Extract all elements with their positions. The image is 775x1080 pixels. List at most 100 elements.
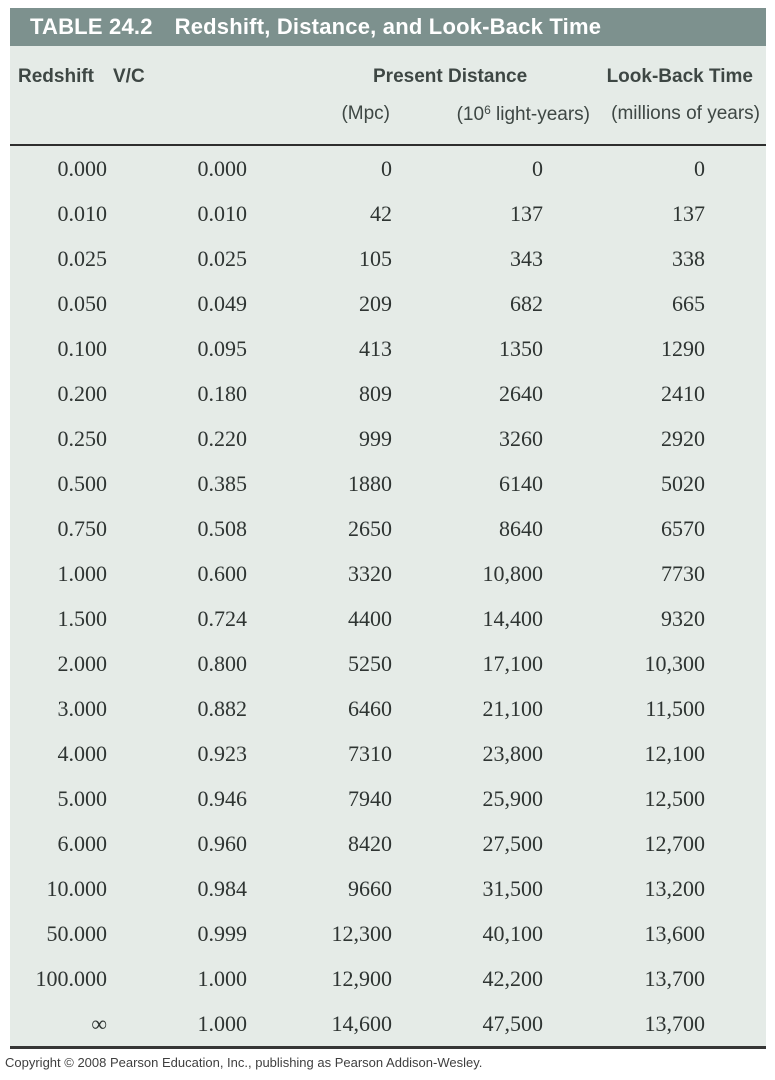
cell-distance-light-years: 40,100 xyxy=(482,920,544,946)
cell-distance-mpc: 999 xyxy=(359,425,392,451)
cell-v-over-c: 0.999 xyxy=(197,920,248,946)
cell-v-over-c: 0.923 xyxy=(197,740,248,766)
cell-redshift: 100.000 xyxy=(35,965,108,991)
column-header-redshift: Redshift xyxy=(18,66,94,87)
cell-distance-mpc: 3320 xyxy=(348,560,392,586)
cell-redshift: 0.010 xyxy=(57,200,108,226)
cell-distance-mpc: 209 xyxy=(359,290,392,316)
cell-v-over-c: 0.000 xyxy=(197,155,248,181)
cell-distance-mpc: 105 xyxy=(359,245,392,271)
cell-redshift: 50.000 xyxy=(46,920,108,946)
cell-v-over-c: 0.049 xyxy=(197,290,248,316)
cell-look-back-time: 2410 xyxy=(661,380,705,406)
cell-distance-light-years: 682 xyxy=(510,290,543,316)
cell-look-back-time: 338 xyxy=(672,245,705,271)
table-row: 50.000 0.999 12,300 40,100 13,600 xyxy=(10,911,766,956)
cell-distance-mpc: 42 xyxy=(370,200,392,226)
cell-distance-light-years: 137 xyxy=(510,200,543,226)
cell-look-back-time: 13,600 xyxy=(644,920,706,946)
cell-v-over-c: 0.385 xyxy=(197,470,248,496)
table-row: 1.500 0.724 4400 14,400 9320 xyxy=(10,596,766,641)
cell-distance-light-years: 27,500 xyxy=(482,830,544,856)
cell-distance-mpc: 6460 xyxy=(348,695,392,721)
cell-redshift: ∞ xyxy=(91,1010,107,1036)
cell-v-over-c: 0.025 xyxy=(197,245,248,271)
unit-label-millions-of-years: (millions of years) xyxy=(611,103,760,124)
cell-distance-light-years: 47,500 xyxy=(482,1010,544,1036)
column-header-present-distance: Present Distance xyxy=(373,66,528,87)
table-row: 3.000 0.882 6460 21,100 11,500 xyxy=(10,686,766,731)
cell-distance-mpc: 1880 xyxy=(348,470,392,496)
cell-distance-light-years: 21,100 xyxy=(482,695,544,721)
table-row: 0.000 0.000 0 0 0 xyxy=(10,146,766,191)
cell-v-over-c: 0.095 xyxy=(197,335,248,361)
cell-distance-mpc: 413 xyxy=(359,335,392,361)
cell-look-back-time: 2920 xyxy=(661,425,705,451)
cell-look-back-time: 13,700 xyxy=(644,965,706,991)
cell-distance-mpc: 9660 xyxy=(348,875,392,901)
cell-redshift: 1.500 xyxy=(57,605,108,631)
table-row: 5.000 0.946 7940 25,900 12,500 xyxy=(10,776,766,821)
cell-redshift: 0.200 xyxy=(57,380,108,406)
cell-distance-mpc: 5250 xyxy=(348,650,392,676)
table-row: 2.000 0.800 5250 17,100 10,300 xyxy=(10,641,766,686)
table-row: 0.500 0.385 1880 6140 5020 xyxy=(10,461,766,506)
table-row: ∞ 1.000 14,600 47,500 13,700 xyxy=(10,1001,766,1046)
cell-redshift: 6.000 xyxy=(57,830,108,856)
unit-label-light-years: (106 light-years) xyxy=(456,103,590,125)
cell-redshift: 3.000 xyxy=(57,695,108,721)
cell-look-back-time: 665 xyxy=(672,290,705,316)
cell-v-over-c: 0.800 xyxy=(197,650,248,676)
table-row: 0.025 0.025 105 343 338 xyxy=(10,236,766,281)
cell-redshift: 0.250 xyxy=(57,425,108,451)
cell-look-back-time: 137 xyxy=(672,200,705,226)
cell-v-over-c: 0.882 xyxy=(197,695,248,721)
column-header-v-over-c: V/C xyxy=(113,66,145,87)
cell-v-over-c: 0.220 xyxy=(197,425,248,451)
cell-redshift: 2.000 xyxy=(57,650,108,676)
cell-v-over-c: 0.724 xyxy=(197,605,248,631)
cell-look-back-time: 13,200 xyxy=(644,875,706,901)
cell-v-over-c: 0.010 xyxy=(197,200,248,226)
cell-v-over-c: 1.000 xyxy=(197,965,248,991)
table-row: 6.000 0.960 8420 27,500 12,700 xyxy=(10,821,766,866)
cell-redshift: 10.000 xyxy=(46,875,108,901)
cell-look-back-time: 7730 xyxy=(661,560,705,586)
cell-distance-mpc: 12,900 xyxy=(331,965,393,991)
table-row: 0.010 0.010 42 137 137 xyxy=(10,191,766,236)
cell-distance-mpc: 14,600 xyxy=(331,1010,393,1036)
cell-redshift: 5.000 xyxy=(57,785,108,811)
column-header-look-back-time: Look-Back Time xyxy=(606,66,753,87)
cell-look-back-time: 6570 xyxy=(661,515,705,541)
table-number: TABLE 24.2 xyxy=(30,14,153,39)
cell-look-back-time: 0 xyxy=(694,155,705,181)
cell-look-back-time: 12,700 xyxy=(644,830,706,856)
superscript-exponent: 6 xyxy=(484,103,491,117)
cell-distance-mpc: 809 xyxy=(359,380,392,406)
cell-distance-light-years: 3260 xyxy=(499,425,543,451)
cell-redshift: 0.050 xyxy=(57,290,108,316)
cell-redshift: 0.100 xyxy=(57,335,108,361)
cell-distance-mpc: 0 xyxy=(381,155,392,181)
cell-distance-mpc: 4400 xyxy=(348,605,392,631)
table-row: 4.000 0.923 7310 23,800 12,100 xyxy=(10,731,766,776)
cell-v-over-c: 0.180 xyxy=(197,380,248,406)
table-title-band: TABLE 24.2 Redshift, Distance, and Look-… xyxy=(10,8,766,46)
cell-distance-mpc: 12,300 xyxy=(331,920,393,946)
unit-label-mpc: (Mpc) xyxy=(341,103,390,124)
cell-redshift: 4.000 xyxy=(57,740,108,766)
cell-look-back-time: 11,500 xyxy=(645,695,705,721)
cell-distance-light-years: 8640 xyxy=(499,515,543,541)
cell-distance-light-years: 31,500 xyxy=(482,875,544,901)
cell-distance-light-years: 2640 xyxy=(499,380,543,406)
cell-redshift: 0.750 xyxy=(57,515,108,541)
cell-distance-light-years: 23,800 xyxy=(482,740,544,766)
table-row: 10.000 0.984 9660 31,500 13,200 xyxy=(10,866,766,911)
cell-distance-mpc: 2650 xyxy=(348,515,392,541)
cell-v-over-c: 0.960 xyxy=(197,830,248,856)
cell-distance-light-years: 6140 xyxy=(499,470,543,496)
cell-look-back-time: 5020 xyxy=(661,470,705,496)
table-title: Redshift, Distance, and Look-Back Time xyxy=(174,14,602,39)
cell-v-over-c: 0.508 xyxy=(197,515,248,541)
